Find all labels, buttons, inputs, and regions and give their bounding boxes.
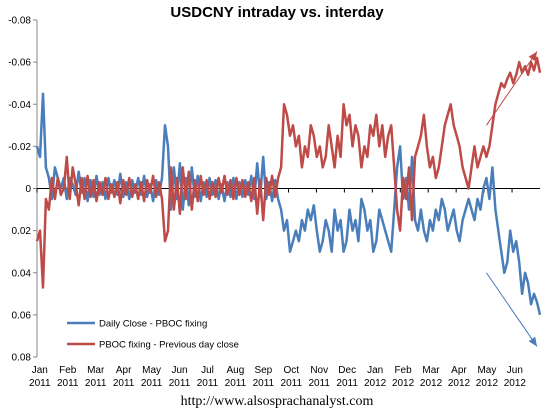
x-tick-label-year: 2011: [336, 378, 358, 389]
trend-arrow-line-0: [486, 51, 538, 126]
x-tick-label-month: Mar: [422, 365, 440, 376]
x-tick-label-year: 2011: [281, 378, 303, 389]
x-tick-label-month: Apr: [116, 365, 132, 376]
y-tick-label: 0.02: [12, 226, 32, 237]
x-tick-label-month: May: [142, 365, 161, 376]
legend: Daily Close - PBOC fixing PBOC fixing - …: [67, 319, 239, 351]
y-tick-label: 0.06: [12, 310, 32, 321]
y-tick-label: -0.08: [8, 16, 31, 27]
y-tick-labels: -0.08 -0.06 -0.04 -0.02 0 0.02 0.04 0.06 0.08: [8, 16, 37, 364]
x-tick-label-month: Aug: [227, 365, 245, 376]
x-tick-label-year: 2012: [476, 378, 499, 389]
x-tick-label-year: 2011: [57, 378, 79, 389]
x-tick-label-year: 2011: [113, 378, 135, 389]
x-tick-label-year: 2012: [364, 378, 387, 389]
x-tick-label-month: May: [477, 365, 496, 376]
x-tick-label-year: 2012: [504, 378, 527, 389]
x-tick-label-year: 2011: [225, 378, 247, 389]
x-tick-labels: Jan 2011 Feb 2011 Mar 2011 Apr 2011 May 2011 Jun 20…: [29, 188, 527, 389]
x-tick-label-month: Feb: [394, 365, 412, 376]
trend-arrow-head-0: [528, 51, 537, 62]
trend-arrows: [486, 51, 538, 347]
x-tick-label-month: Dec: [338, 365, 356, 376]
x-tick-label-year: 2011: [308, 378, 330, 389]
x-tick-label-year: 2012: [448, 378, 471, 389]
y-tick-label: -0.02: [8, 142, 31, 153]
y-axis: -0.08 -0.06 -0.04 -0.02 0 0.02 0.04 0.06 0.08: [8, 16, 38, 364]
source-url: http://www.alsosprachanalyst.com: [181, 394, 374, 409]
trend-arrow-head-1: [528, 336, 537, 347]
x-tick-label-month: Sep: [254, 365, 272, 376]
x-tick-label-month: Jul: [201, 365, 214, 376]
y-tick-label: 0: [25, 184, 31, 195]
x-tick-label-month: Mar: [87, 365, 105, 376]
x-tick-label-month: Oct: [284, 365, 300, 376]
x-axis: Jan 2011 Feb 2011 Mar 2011 Apr 2011 May 2011 Jun 20…: [29, 188, 540, 389]
x-tick-label-year: 2011: [169, 378, 191, 389]
x-tick-label-month: Feb: [59, 365, 77, 376]
y-tick-label: -0.06: [8, 58, 31, 69]
x-tick-label-year: 2012: [392, 378, 415, 389]
x-tick-label-year: 2011: [197, 378, 219, 389]
x-tick-label-year: 2011: [85, 378, 107, 389]
legend-label-daily-close: Daily Close - PBOC fixing: [99, 319, 207, 330]
trend-arrow-line-1: [486, 272, 538, 347]
x-tick-label-year: 2012: [420, 378, 443, 389]
chart-title: USDCNY intraday vs. interday: [170, 4, 384, 21]
y-tick-label: -0.04: [8, 100, 31, 111]
x-tick-label-month: Apr: [451, 365, 467, 376]
y-tick-label: 0.08: [12, 353, 32, 364]
y-tick-label: 0.04: [12, 268, 32, 279]
x-tick-label-month: Jan: [32, 365, 48, 376]
series-line-0: [35, 92, 542, 316]
x-tick-label-year: 2011: [141, 378, 163, 389]
x-tick-label-month: Nov: [310, 365, 328, 376]
x-tick-label-month: Jun: [507, 365, 523, 376]
legend-label-pboc-fixing: PBOC fixing - Previous day close: [99, 340, 239, 351]
series-line-1: [35, 56, 542, 289]
x-tick-label-year: 2011: [29, 378, 51, 389]
x-tick-label-month: Jun: [171, 365, 187, 376]
x-tick-label-year: 2011: [253, 378, 275, 389]
x-tick-label-month: Jan: [367, 365, 383, 376]
series-lines: [35, 56, 542, 316]
